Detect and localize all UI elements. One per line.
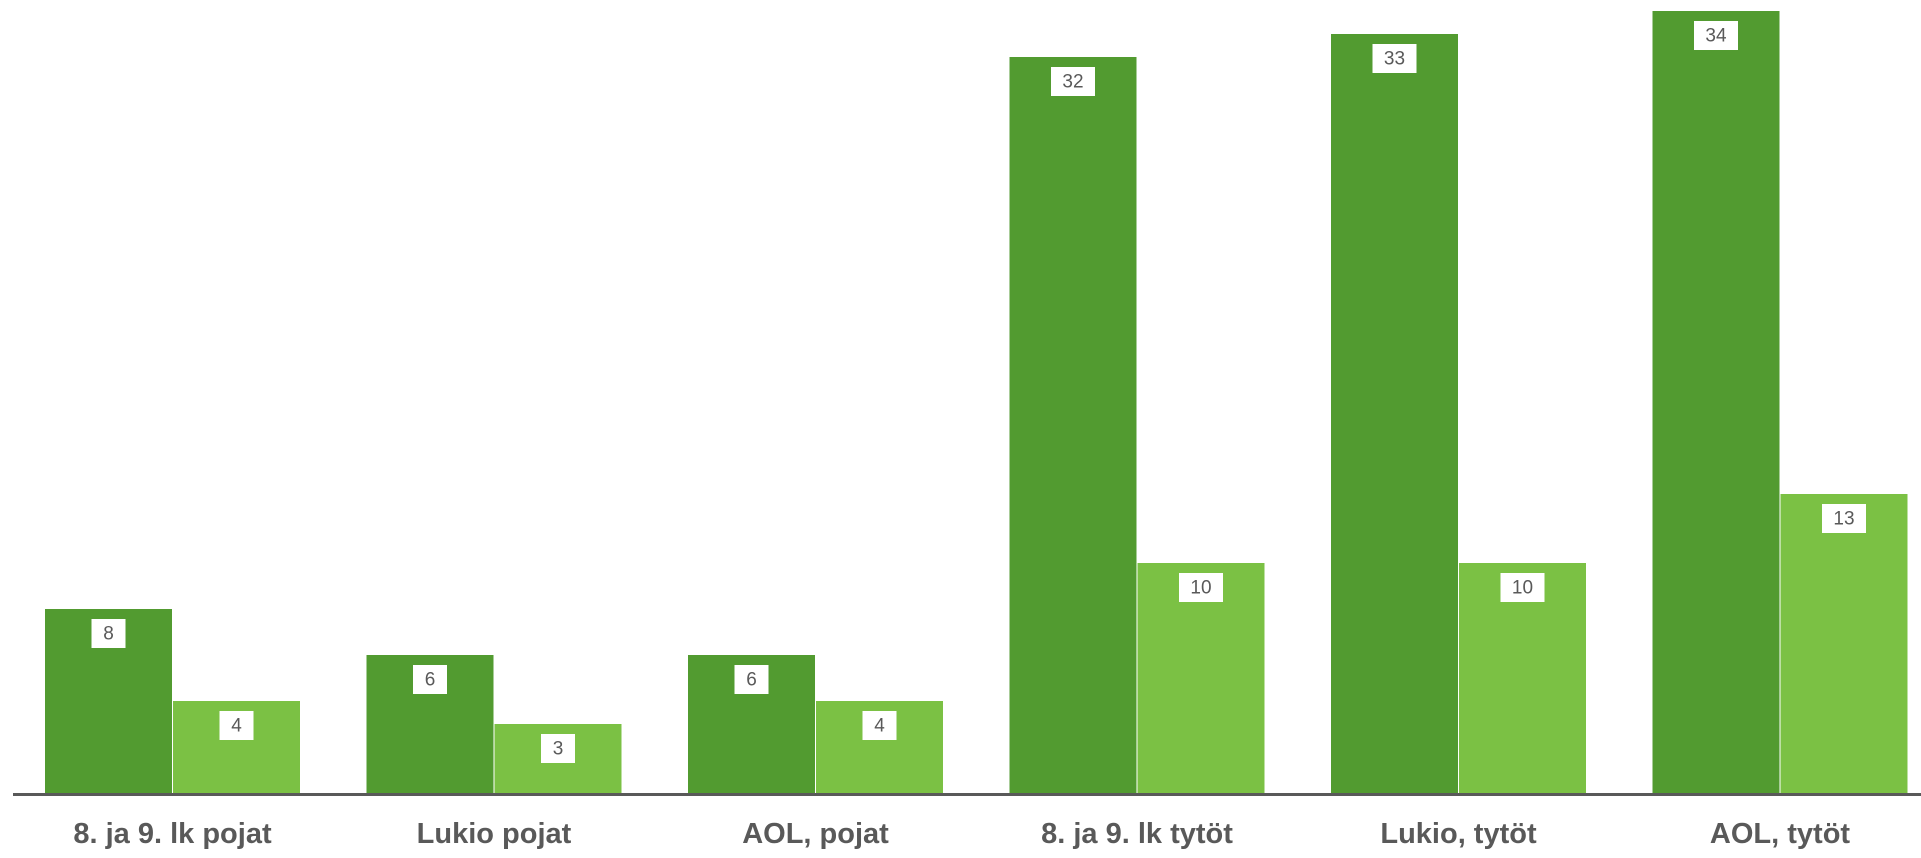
data-label-dark-2: 6 xyxy=(734,665,769,694)
bar-dark-3 xyxy=(1009,57,1137,793)
data-label-text: 4 xyxy=(231,716,242,737)
data-labels-layer: 8 4 6 3 6 4 32 10 33 10 34 13 xyxy=(91,21,1866,763)
data-label-text: 10 xyxy=(1512,578,1533,599)
bar-light-5 xyxy=(1780,494,1908,793)
data-label-dark-1: 6 xyxy=(413,665,447,694)
data-label-light-5: 13 xyxy=(1822,504,1866,533)
data-label-box xyxy=(862,711,897,740)
category-label-2: AOL, pojat xyxy=(742,818,889,850)
category-label-3: 8. ja 9. lk tytöt xyxy=(1041,818,1233,850)
bars-layer xyxy=(45,11,1908,793)
data-label-text: 3 xyxy=(553,739,564,760)
data-label-box xyxy=(1694,21,1738,50)
bar-dark-4 xyxy=(1331,34,1458,793)
data-label-box xyxy=(1179,573,1223,602)
category-label-4: Lukio, tytöt xyxy=(1380,818,1537,850)
data-label-text: 6 xyxy=(746,670,757,691)
data-label-box xyxy=(1500,573,1545,602)
data-label-dark-0: 8 xyxy=(91,619,126,648)
data-label-dark-4: 33 xyxy=(1372,44,1417,73)
category-labels-layer: 8. ja 9. lk pojat Lukio pojat AOL, pojat 8.… xyxy=(73,818,1850,850)
data-label-text: 32 xyxy=(1062,72,1083,93)
data-label-box xyxy=(219,711,254,740)
data-label-text: 33 xyxy=(1384,49,1405,70)
data-label-dark-3: 32 xyxy=(1051,67,1095,96)
data-label-light-1: 3 xyxy=(541,734,575,763)
data-label-light-3: 10 xyxy=(1179,573,1223,602)
data-label-light-4: 10 xyxy=(1500,573,1545,602)
category-label-1: Lukio pojat xyxy=(417,818,572,850)
category-label-5: AOL, tytöt xyxy=(1710,818,1850,850)
data-label-text: 8 xyxy=(103,624,114,645)
data-label-box xyxy=(413,665,447,694)
data-label-text: 13 xyxy=(1833,509,1854,530)
data-label-light-2: 4 xyxy=(862,711,897,740)
bar-dark-5 xyxy=(1652,11,1780,793)
data-label-box xyxy=(1822,504,1866,533)
data-label-box xyxy=(734,665,769,694)
data-label-box xyxy=(541,734,575,763)
data-label-text: 6 xyxy=(425,670,436,691)
data-label-text: 4 xyxy=(874,716,885,737)
data-label-text: 10 xyxy=(1190,578,1211,599)
data-label-box xyxy=(1372,44,1417,73)
data-label-text: 34 xyxy=(1705,26,1727,47)
category-label-0: 8. ja 9. lk pojat xyxy=(73,818,272,850)
data-label-light-0: 4 xyxy=(219,711,254,740)
data-label-box xyxy=(1051,67,1095,96)
data-label-dark-5: 34 xyxy=(1694,21,1738,50)
data-label-box xyxy=(91,619,126,648)
